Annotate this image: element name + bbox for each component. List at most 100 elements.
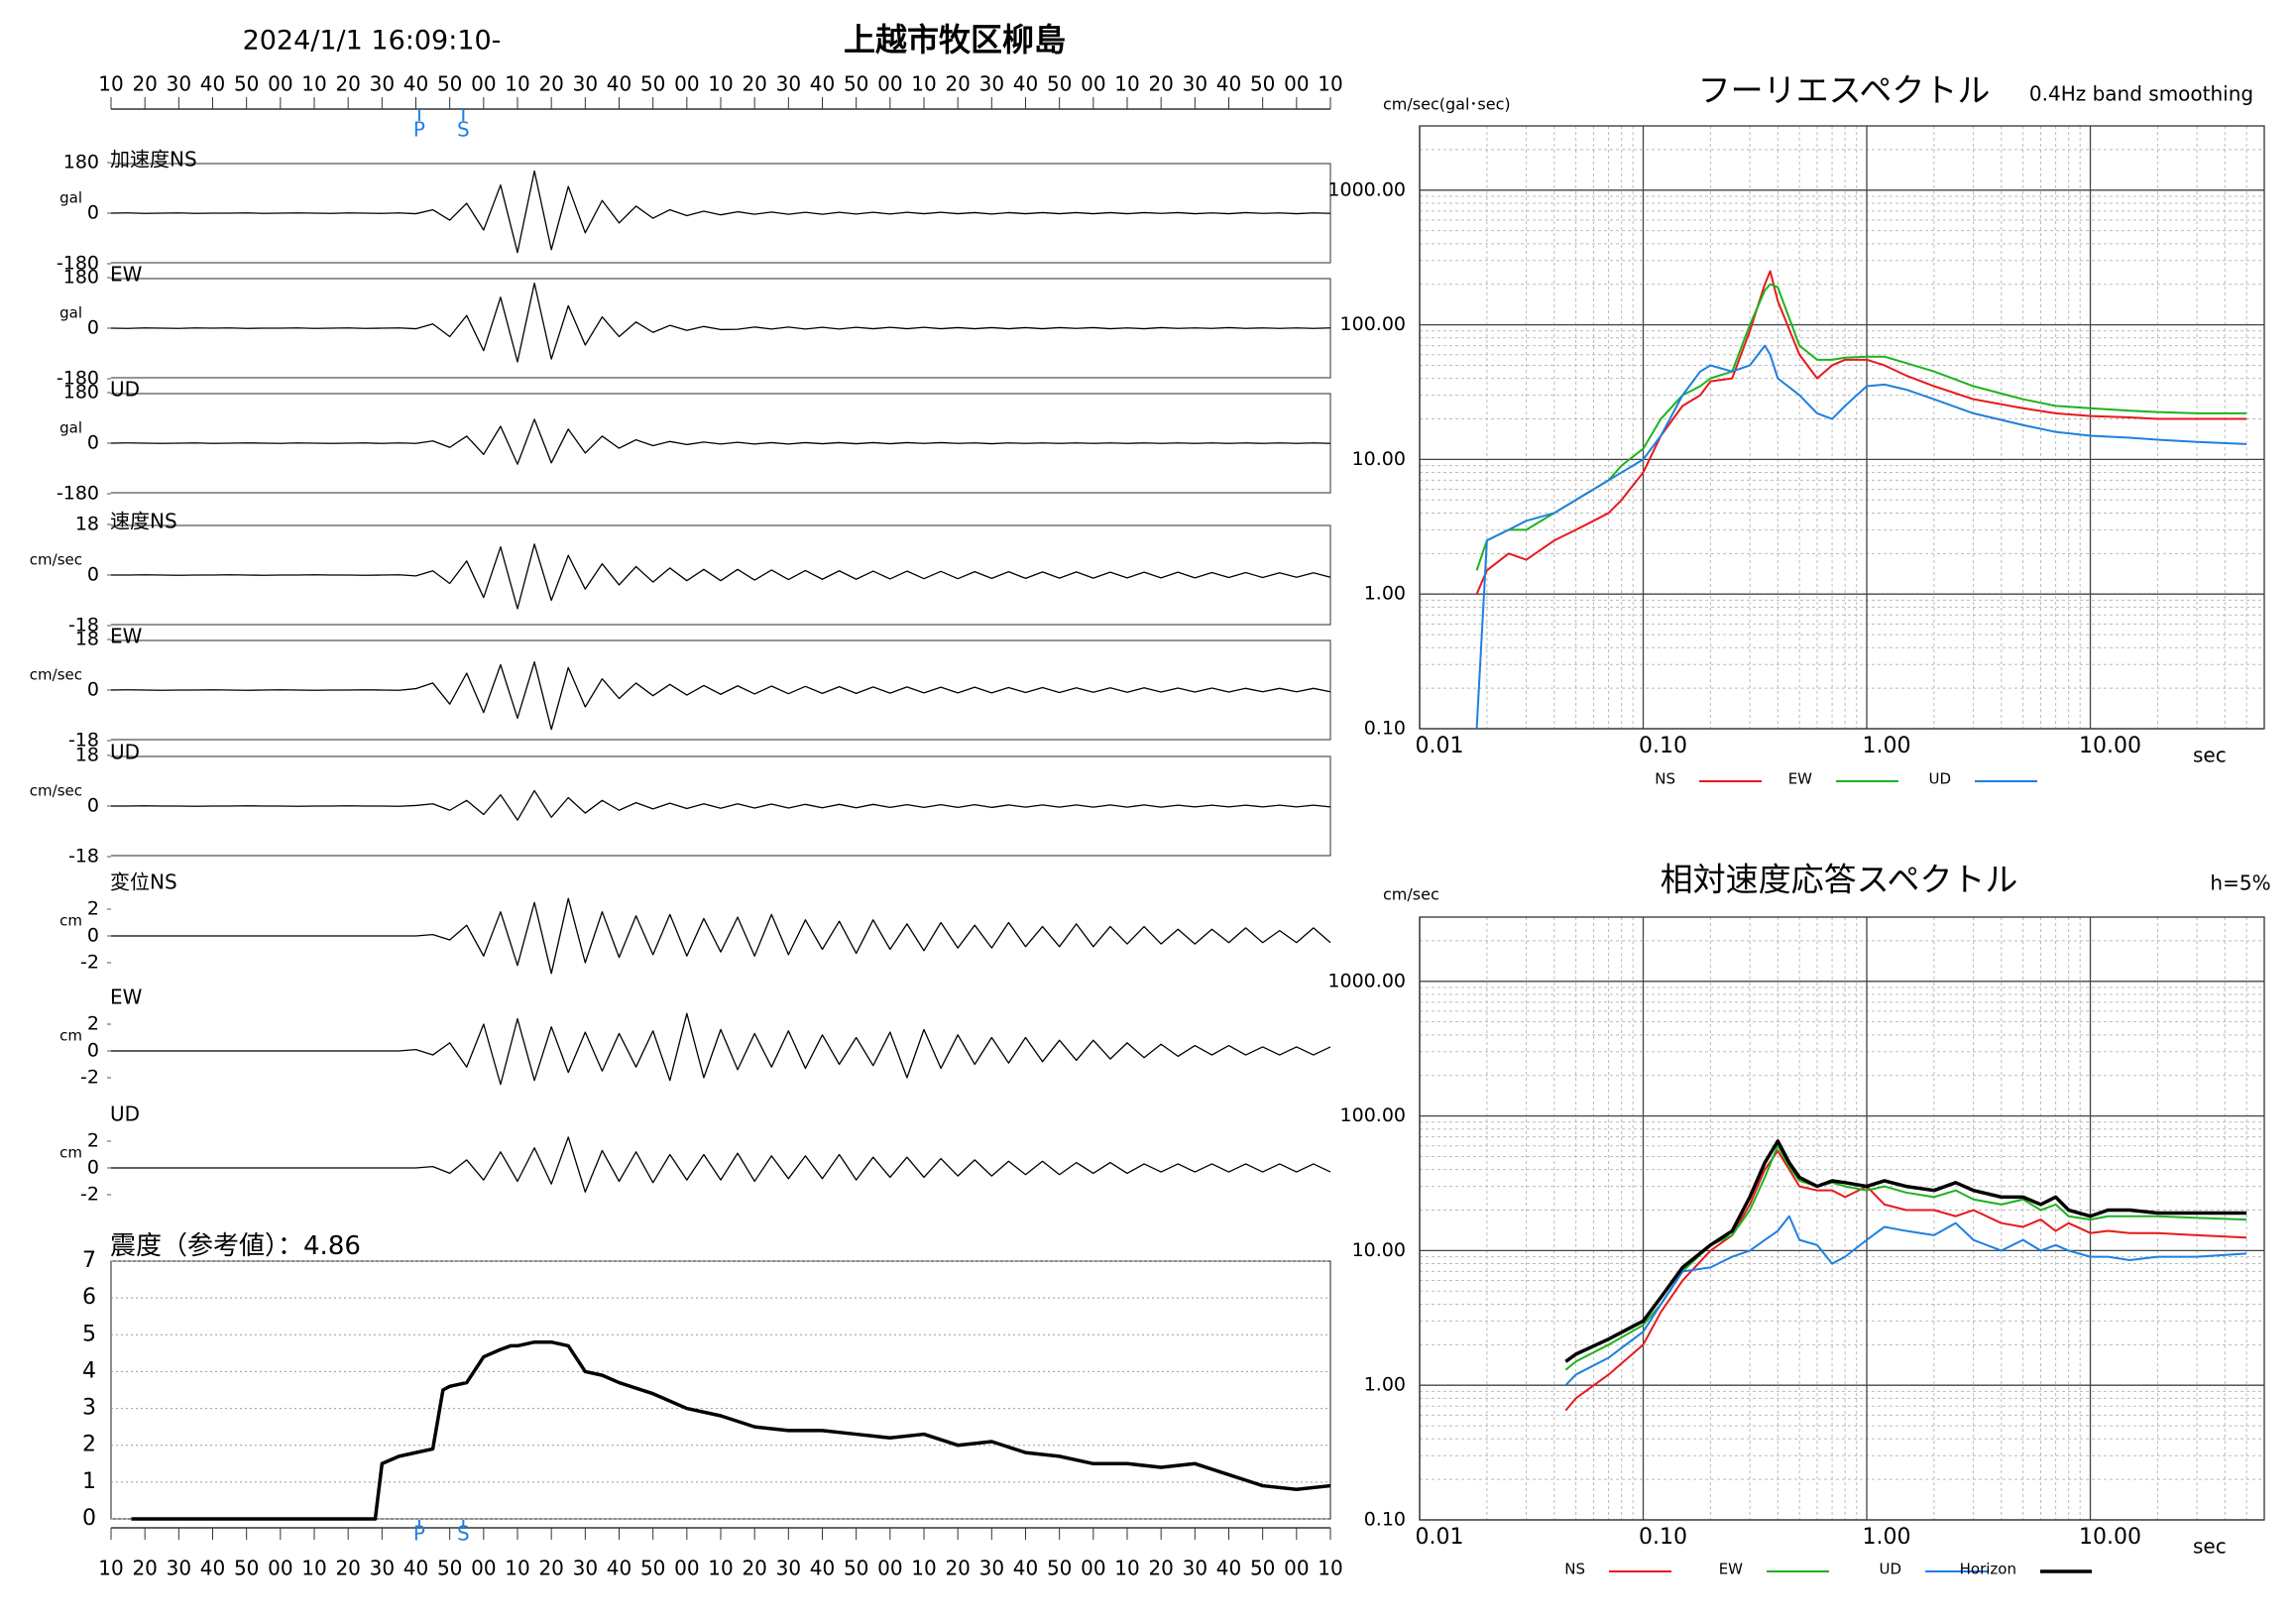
y-tick-label: 3 — [82, 1396, 96, 1421]
panel-frame — [111, 755, 1331, 857]
x-tick-label: 20 — [538, 72, 563, 96]
x-tick-label: 10.00 — [2079, 1525, 2141, 1550]
x-tick-label: 0.10 — [1639, 734, 1687, 758]
y-tick-label: 6 — [82, 1285, 96, 1310]
x-tick-label: 1.00 — [1863, 1525, 1911, 1550]
spectrum-line — [1475, 270, 2247, 595]
x-tick-label: 00 — [471, 1557, 496, 1580]
y-tick-label: 1.00 — [1364, 1374, 1406, 1396]
x-tick-label: 40 — [1216, 72, 1241, 96]
waveform — [110, 661, 1331, 731]
x-tick-label: 30 — [370, 72, 395, 96]
chart-title: フーリエスペクトル — [1698, 71, 1991, 110]
x-tick-label: 40 — [200, 72, 225, 96]
unit-label: gal — [59, 304, 82, 322]
unit-label: cm/sec — [30, 666, 82, 684]
x-tick-label: 00 — [1284, 1557, 1309, 1580]
y-tick-label: 4 — [82, 1358, 96, 1383]
spectrum-line — [1564, 1215, 2247, 1386]
legend-label: Horizon — [1960, 1561, 2016, 1578]
phase-label: S — [457, 118, 470, 142]
spectrum-line — [1475, 344, 2247, 730]
x-tick-label: 10 — [98, 72, 123, 96]
x-tick-label: 40 — [1216, 1557, 1241, 1580]
x-tick-label: 00 — [268, 1557, 292, 1580]
x-tick-label: 50 — [1250, 1557, 1275, 1580]
x-tick-label: 1.00 — [1863, 734, 1911, 758]
x-tick-label: 40 — [607, 1557, 631, 1580]
x-tick-label: 50 — [640, 72, 665, 96]
chart-title: 相対速度応答スペクトル — [1661, 861, 2018, 899]
x-tick-label: 10 — [1318, 72, 1342, 96]
x-tick-label: 50 — [1047, 1557, 1072, 1580]
x-tick-label: 10 — [301, 72, 326, 96]
y-tick-label: -2 — [80, 1067, 99, 1089]
x-tick-label: 50 — [234, 72, 259, 96]
intensity-frame — [110, 1260, 1331, 1520]
legend-label: UD — [1879, 1561, 1901, 1578]
panel-label: 加速度NS — [110, 148, 197, 172]
phase-label: P — [413, 118, 425, 142]
y-tick-label: 0 — [87, 202, 99, 224]
plot-frame — [1419, 125, 2265, 730]
y-tick-label: -18 — [68, 615, 99, 637]
unit-label: cm — [59, 1144, 82, 1162]
y-tick-label: 10.00 — [1352, 1239, 1406, 1261]
y-tick-label: 2 — [87, 1013, 99, 1035]
waveform — [111, 897, 1331, 975]
waveform — [110, 418, 1331, 465]
x-tick-label: 30 — [776, 1557, 801, 1580]
x-tick-label: 00 — [1081, 72, 1105, 96]
x-tick-label: 20 — [335, 72, 360, 96]
x-tick-label: 30 — [573, 72, 598, 96]
y-tick-label: 0 — [87, 432, 99, 454]
waveform — [111, 543, 1331, 610]
x-tick-label: 50 — [437, 1557, 462, 1580]
x-tick-label: 20 — [742, 72, 766, 96]
panel-label: UD — [110, 1102, 140, 1126]
y-tick-label: -2 — [80, 1184, 99, 1206]
x-tick-label: 20 — [132, 72, 157, 96]
x-tick-label: 20 — [1148, 1557, 1173, 1580]
x-tick-label: 0.01 — [1416, 1525, 1464, 1550]
x-tick-label: 50 — [234, 1557, 259, 1580]
x-axis-label: sec — [2193, 1535, 2227, 1559]
x-tick-label: 50 — [640, 1557, 665, 1580]
y-tick-label: 180 — [63, 382, 99, 404]
x-tick-label: 10 — [708, 72, 733, 96]
intensity-value: 4.86 — [303, 1231, 361, 1261]
x-tick-label: 40 — [403, 1557, 428, 1580]
x-tick-label: 00 — [674, 72, 699, 96]
y-tick-label: 0 — [87, 317, 99, 339]
y-tick-label: 2 — [87, 1130, 99, 1152]
y-tick-label: 2 — [82, 1433, 96, 1457]
x-tick-label: 10 — [1114, 1557, 1139, 1580]
x-tick-label: 10 — [708, 1557, 733, 1580]
phase-label: S — [457, 1522, 470, 1546]
x-tick-label: 30 — [167, 1557, 191, 1580]
x-tick-label: 00 — [674, 1557, 699, 1580]
x-tick-label: 00 — [471, 72, 496, 96]
waveform — [110, 170, 1331, 254]
x-tick-label: 00 — [877, 72, 902, 96]
y-tick-label: 1.00 — [1364, 583, 1406, 605]
x-tick-label: 30 — [573, 1557, 598, 1580]
x-tick-label: 10 — [1318, 1557, 1342, 1580]
y-tick-label: -180 — [57, 483, 99, 505]
intensity-title: 震度（参考値）：4.86 — [110, 1231, 361, 1261]
x-tick-label: 40 — [810, 72, 835, 96]
y-tick-label: 0 — [87, 1157, 99, 1179]
y-tick-label: 18 — [75, 514, 99, 535]
x-tick-label: 30 — [167, 72, 191, 96]
spectrum-line — [1564, 1139, 2247, 1363]
x-tick-label: 00 — [268, 72, 292, 96]
x-tick-label: 50 — [437, 72, 462, 96]
y-axis-label: cm/sec(gal･sec) — [1383, 95, 1511, 114]
x-tick-label: 30 — [776, 72, 801, 96]
x-tick-label: 10 — [98, 1557, 123, 1580]
y-tick-label: 5 — [82, 1322, 96, 1346]
panel-label: UD — [110, 378, 140, 402]
y-tick-label: 18 — [75, 745, 99, 766]
